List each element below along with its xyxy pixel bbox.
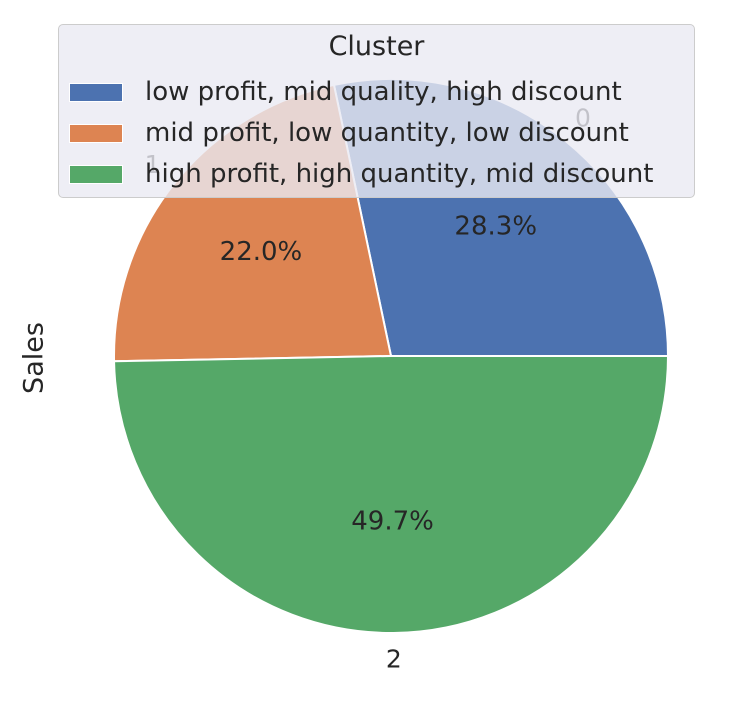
legend-entry: high profit, high quantity, mid discount [69,159,653,189]
y-axis-label: Sales [19,322,50,394]
slice-percent-label: 28.3% [454,211,537,241]
legend-entry: low profit, mid quality, high discount [69,77,622,107]
legend-entry-label: mid profit, low quantity, low discount [145,118,629,148]
legend-swatch [69,82,123,102]
slice-percent-label: 49.7% [351,507,434,537]
legend-swatch [69,123,123,143]
slice-category-label: 2 [386,645,402,674]
pie-slice-2 [113,355,670,634]
legend-title: Cluster [328,31,425,62]
legend-entry-label: high profit, high quantity, mid discount [145,159,654,189]
legend: Cluster low profit, mid quality, high di… [58,24,695,198]
legend-entry: mid profit, low quantity, low discount [69,118,629,148]
pie-slices [113,78,670,634]
legend-entry-label: low profit, mid quality, high discount [145,77,622,107]
legend-swatch [69,164,123,184]
slice-percent-label: 22.0% [220,237,303,267]
